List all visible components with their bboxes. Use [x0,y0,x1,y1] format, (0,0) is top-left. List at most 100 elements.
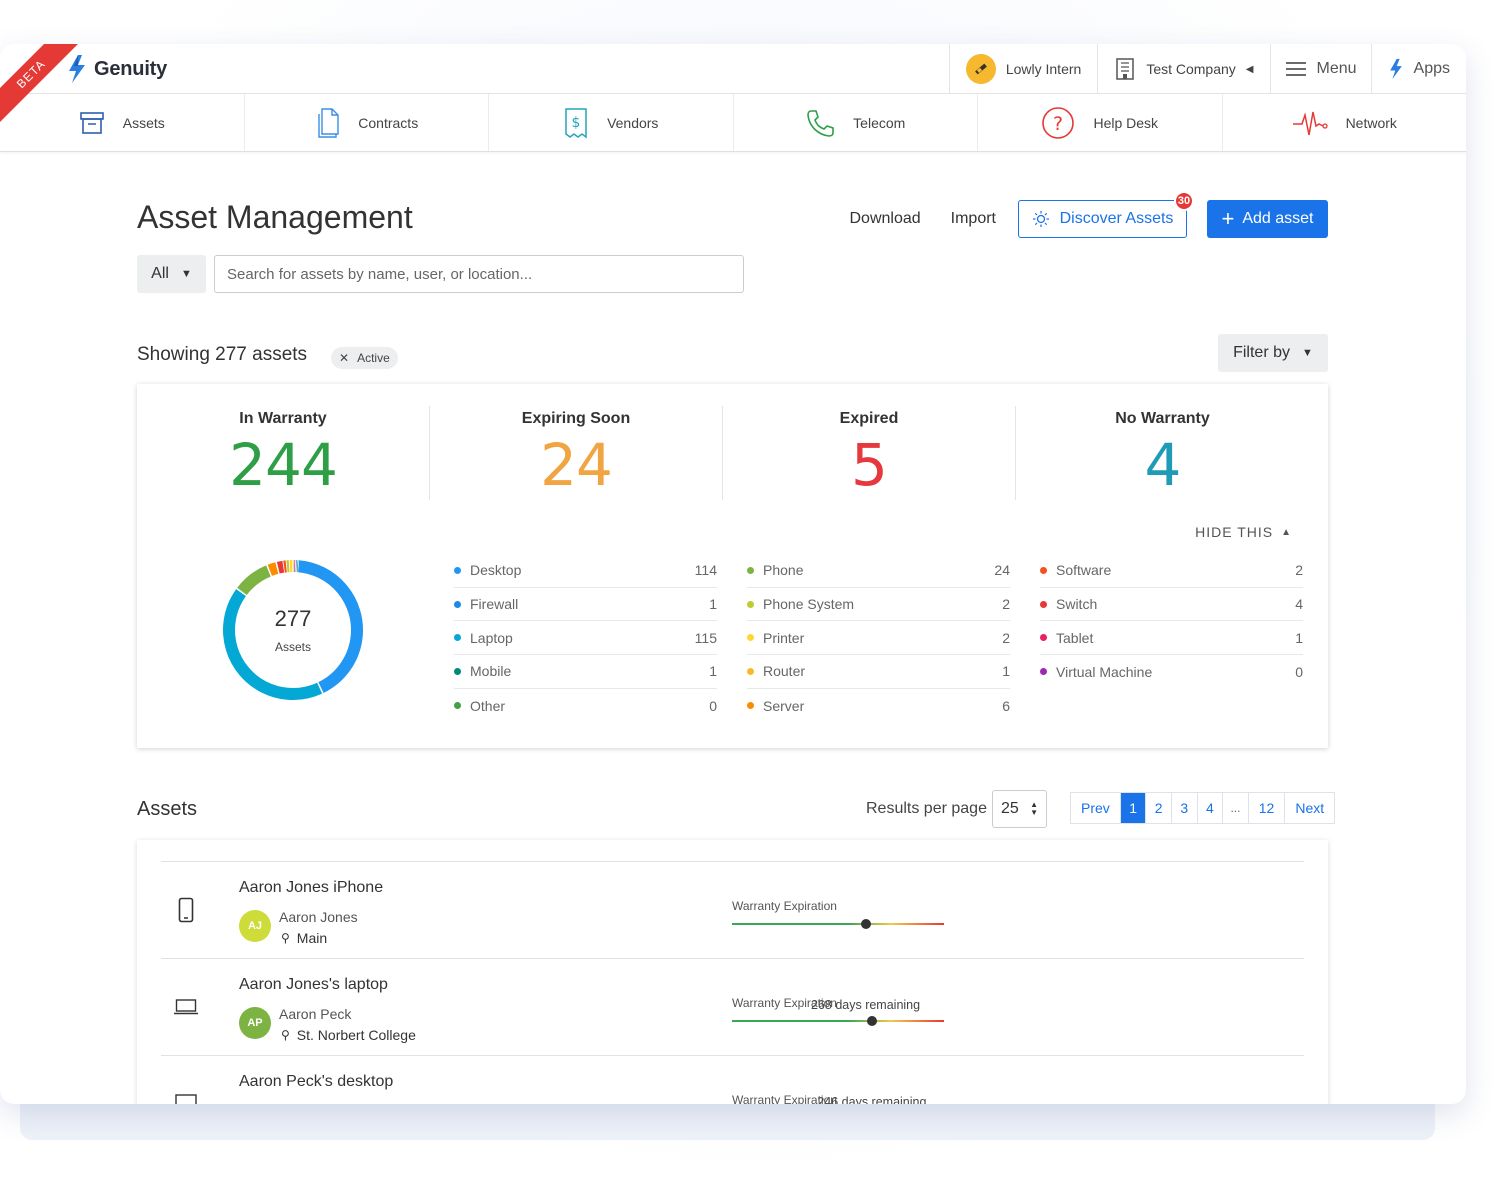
category-name: Switch [1056,596,1098,613]
box-icon [79,111,104,134]
add-asset-label: Add asset [1242,210,1314,227]
user-avatar [965,54,996,84]
results-per-page-value: 25 [1001,800,1019,817]
stat-value: 24 [540,431,613,499]
category-row[interactable]: Virtual Machine 0 [1040,655,1303,689]
filter-by-button[interactable]: Filter by ▼ [1218,334,1328,372]
nav-network[interactable]: Network [1223,94,1467,151]
company-menu[interactable]: Test Company ◀ [1097,44,1269,94]
category-dot [747,566,754,574]
import-button[interactable]: Import [950,210,996,227]
asset-row[interactable]: Aaron Peck's desktop Warranty Expiration [161,1055,1304,1104]
caret-down-icon: ▼ [180,268,192,280]
pagination-prev[interactable]: Prev [1071,793,1121,823]
nav-contracts-label: Contracts [358,114,419,131]
category-name: Phone [763,562,804,579]
category-row[interactable]: Printer 2 [747,621,1010,656]
nav-assets[interactable]: Assets [0,94,245,151]
lightbulb-icon [1032,211,1049,227]
category-column: Desktop 114 Firewall 1 Laptop 115 Mobile 1 O… [454,554,717,722]
scope-select[interactable]: All ▼ [137,255,206,293]
nav-assets-label: Assets [122,114,165,131]
question-circle-icon: ? [1042,106,1075,139]
pulse-icon [1292,111,1328,135]
category-dot [747,667,754,675]
category-count: 24 [994,562,1010,579]
pagination-page[interactable]: 2 [1146,793,1172,823]
category-row[interactable]: Other 0 [454,689,717,723]
category-row[interactable]: Laptop 115 [454,621,717,656]
category-row[interactable]: Tablet 1 [1040,621,1303,656]
top-bar: BETA Genuity Lowly Intern [0,44,1466,129]
category-name: Other [470,697,506,714]
category-dot [454,667,461,675]
stat-expired[interactable]: Expired 5 [723,406,1016,500]
nav-helpdesk[interactable]: ? Help Desk [978,94,1223,151]
asset-user[interactable]: Aaron Jones [279,909,358,925]
warranty-bar: 268 days remaining [732,919,944,1012]
apps-label: Apps [1413,60,1450,77]
receipt-dollar-icon: $ [565,107,587,138]
genuity-logo[interactable]: Genuity [66,54,167,84]
category-row[interactable]: Server 6 [747,689,1010,723]
add-asset-button[interactable]: + Add asset [1207,200,1328,238]
nav-telecom[interactable]: Telecom [734,94,978,151]
category-dot [1040,566,1047,574]
caret-up-icon: ▲ [1281,526,1292,538]
location-name: Main [296,930,328,946]
pagination-page[interactable]: 12 [1249,793,1286,823]
stat-in-warranty[interactable]: In Warranty 244 [137,406,430,500]
module-nav: Assets Contracts $ Vendors Telecom [0,94,1466,152]
category-dot [1040,668,1047,676]
category-row[interactable]: Phone 24 [747,554,1010,588]
category-name: Laptop [470,629,513,646]
scope-value: All [151,265,169,282]
donut-segment-laptop [223,560,363,700]
category-row[interactable]: Phone System 2 [747,588,1010,622]
pagination-page[interactable]: 1 [1120,793,1147,823]
warranty-summary-card: In Warranty 244 Expiring Soon 24 Expired… [137,384,1328,748]
category-row[interactable]: Desktop 114 [454,554,717,588]
asset-name[interactable]: Aaron Jones's laptop [239,976,388,993]
user-name: Lowly Intern [1005,61,1082,77]
results-per-page-select[interactable]: 25 ▲ ▼ [992,790,1047,828]
category-row[interactable]: Firewall 1 [454,588,717,622]
stat-value: 244 [229,431,338,499]
category-row[interactable]: Software 2 [1040,554,1303,588]
stat-no-warranty[interactable]: No Warranty 4 [1016,406,1309,500]
category-row[interactable]: Switch 4 [1040,588,1303,622]
user-menu[interactable]: Lowly Intern [948,44,1097,94]
apps-button[interactable]: Apps [1370,44,1466,94]
search-input[interactable] [214,255,744,293]
category-row[interactable]: Router 1 [747,655,1010,689]
asset-row[interactable]: Aaron Jones's laptop AP Aaron Peck ⚲ St.… [161,958,1304,1104]
discover-assets-button[interactable]: Discover Assets 30 [1018,191,1194,238]
hide-breakdown-button[interactable]: HIDE THIS ▲ [1195,524,1292,540]
asset-name[interactable]: Aaron Jones iPhone [239,879,384,896]
nav-helpdesk-label: Help Desk [1093,114,1159,131]
svg-text:?: ? [1053,113,1063,135]
pagination-page[interactable]: 3 [1172,793,1198,823]
pagination-next[interactable]: Next [1295,800,1325,816]
category-name: Virtual Machine [1056,663,1153,680]
nav-network-label: Network [1345,114,1397,131]
menu-button[interactable]: Menu [1269,44,1371,94]
category-name: Firewall [470,596,519,613]
asset-row[interactable]: Aaron Jones iPhone AJ Aaron Jones ⚲ Main… [161,861,1304,1012]
discover-assets-label: Discover Assets [1059,210,1174,227]
asset-name[interactable]: Aaron Peck's desktop [239,1073,394,1090]
pagination-page[interactable]: 4 [1198,793,1224,823]
category-count: 1 [1295,629,1303,646]
menu-label: Menu [1316,60,1357,77]
download-button[interactable]: Download [849,210,921,227]
category-name: Server [763,697,805,714]
asset-user[interactable]: Aaron Peck [279,1006,352,1022]
warranty-days: 246 days remaining [817,1095,927,1104]
stat-expiring-soon[interactable]: Expiring Soon 24 [430,406,723,500]
active-filter-chip[interactable]: ✕ Active [331,347,398,369]
nav-vendors[interactable]: $ Vendors [489,94,734,151]
category-row[interactable]: Mobile 1 [454,655,717,689]
close-icon[interactable]: ✕ [339,351,350,365]
nav-contracts[interactable]: Contracts [245,94,489,151]
category-count: 114 [694,562,717,579]
